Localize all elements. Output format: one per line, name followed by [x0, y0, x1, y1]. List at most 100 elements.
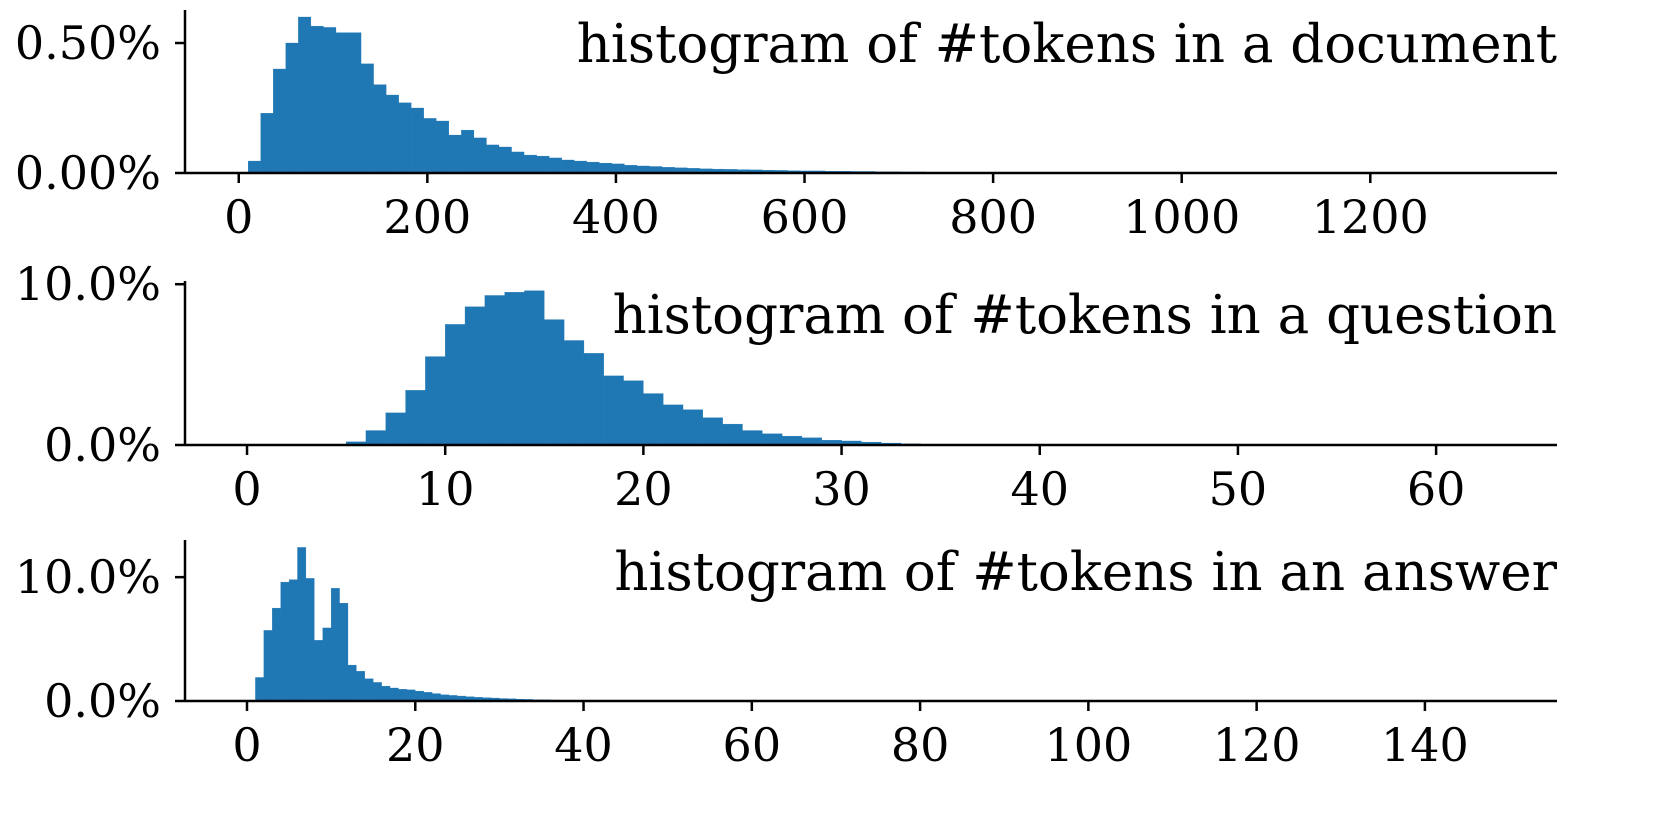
bar	[583, 353, 604, 446]
x-tick-label: 200	[383, 190, 471, 244]
y-tick-label: 0.0%	[44, 418, 161, 472]
bar	[623, 380, 644, 446]
chart-title: histogram of #tokens in a document	[577, 14, 1557, 75]
bar	[544, 319, 565, 446]
bar	[411, 107, 424, 174]
bar	[599, 162, 613, 174]
bar	[702, 417, 723, 446]
bar	[356, 671, 365, 702]
chart-title: histogram of #tokens in a question	[613, 285, 1557, 346]
bar	[445, 324, 466, 446]
bar	[682, 409, 703, 446]
bar	[498, 146, 512, 174]
bar	[288, 579, 298, 702]
bar	[373, 84, 387, 174]
bar	[323, 27, 337, 174]
bar	[574, 160, 587, 174]
y-tick-label: 0.00%	[15, 146, 161, 200]
bar	[742, 430, 763, 446]
x-tick-label: 60	[1407, 462, 1466, 516]
bar	[561, 159, 575, 174]
histogram-panel: 0.0% 10.0% 0 20 40 60 80 100 120 140 histogram of …	[15, 540, 1558, 772]
bar	[722, 423, 743, 446]
x-tick-label: 600	[761, 190, 849, 244]
bar	[360, 63, 374, 174]
bar	[586, 161, 600, 174]
bar	[549, 157, 562, 174]
x-tick-label: 140	[1381, 718, 1469, 772]
y-tick-label: 10.0%	[15, 257, 161, 311]
bar	[285, 42, 299, 174]
x-tick-label: 0	[232, 462, 261, 516]
bar	[348, 32, 362, 174]
x-tick-label: 60	[723, 718, 782, 772]
bar	[398, 689, 408, 702]
x-tick-label: 20	[614, 462, 673, 516]
bar	[464, 306, 485, 446]
x-tick-label: 1200	[1312, 190, 1429, 244]
bar	[365, 430, 386, 446]
bar	[781, 436, 803, 446]
bar	[260, 113, 274, 174]
bar	[255, 677, 264, 702]
bar	[263, 630, 273, 702]
x-tick-label: 0	[224, 190, 253, 244]
bar	[389, 687, 399, 702]
x-tick-label: 0	[232, 718, 261, 772]
x-tick-label: 40	[1010, 462, 1069, 516]
bar	[524, 290, 545, 446]
x-tick-label: 1000	[1123, 190, 1240, 244]
bar	[406, 689, 416, 702]
bar	[484, 295, 505, 446]
bar	[523, 154, 537, 174]
bar	[310, 25, 324, 174]
bar	[398, 102, 412, 174]
bar	[330, 588, 340, 702]
bar	[347, 664, 357, 702]
x-tick-label: 120	[1213, 718, 1301, 772]
chart-title: histogram of #tokens in an answer	[614, 542, 1557, 603]
bar	[603, 375, 624, 446]
bar	[473, 137, 487, 174]
bar	[563, 340, 585, 446]
bar	[298, 16, 312, 174]
bar	[364, 678, 374, 702]
bar	[322, 627, 332, 702]
bar	[425, 356, 446, 446]
bar	[536, 155, 550, 174]
bar	[663, 404, 684, 446]
histogram-panel: 0.00% 0.50% 0 200 400 600 800 1000 1200 histogram…	[15, 10, 1557, 244]
x-tick-label: 100	[1044, 718, 1132, 772]
histogram-panel: 0.0% 10.0% 0 10 20 30 40 50 60 histogram of #toke…	[15, 257, 1557, 516]
x-tick-label: 50	[1209, 462, 1268, 516]
bar	[297, 547, 307, 702]
bar	[511, 151, 525, 174]
x-tick-label: 80	[891, 718, 950, 772]
y-tick-label: 0.50%	[15, 16, 161, 70]
bar	[423, 692, 433, 702]
bar	[436, 120, 449, 174]
bar	[280, 581, 290, 702]
bar	[272, 607, 281, 702]
bar	[415, 690, 424, 702]
bar	[248, 160, 261, 174]
y-tick-label: 10.0%	[15, 550, 161, 604]
bar	[611, 163, 625, 174]
bar	[305, 578, 315, 702]
x-tick-label: 20	[386, 718, 445, 772]
bar	[423, 118, 437, 174]
bar	[643, 393, 664, 446]
bar	[373, 682, 382, 702]
bar	[385, 412, 406, 446]
bar	[273, 68, 286, 174]
bar	[486, 144, 500, 174]
bar	[504, 292, 525, 446]
bar	[461, 129, 475, 174]
bar	[314, 640, 323, 702]
x-tick-label: 10	[416, 462, 475, 516]
x-tick-label: 30	[812, 462, 871, 516]
bar	[335, 32, 349, 174]
x-tick-label: 800	[949, 190, 1037, 244]
bar	[762, 433, 783, 446]
